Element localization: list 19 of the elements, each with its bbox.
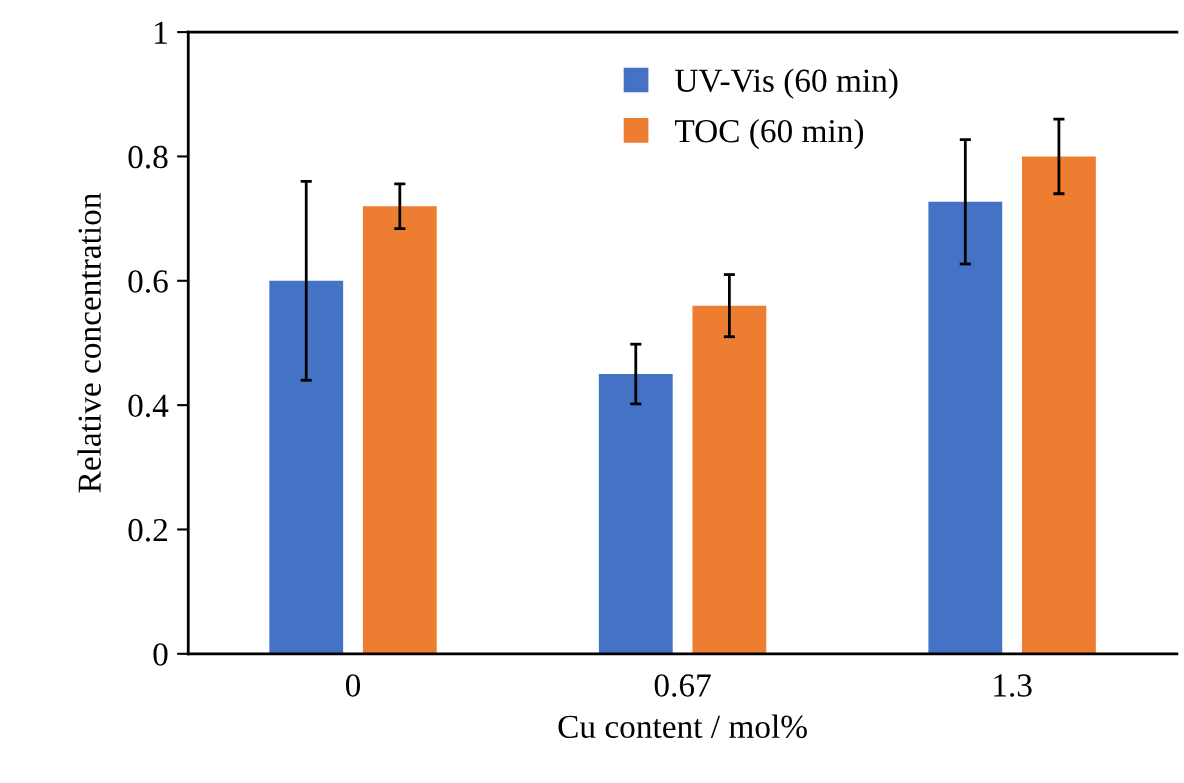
bar xyxy=(598,374,673,654)
bar xyxy=(1022,156,1096,654)
bar xyxy=(269,280,344,654)
bar xyxy=(362,206,437,654)
bar xyxy=(692,305,767,654)
y-tick-label: 0.2 xyxy=(128,518,167,542)
y-tick-label: 0.6 xyxy=(128,270,168,293)
x-tick-label: 0 xyxy=(345,674,361,697)
y-tick-label: 0.8 xyxy=(128,145,168,169)
legend-label: TOC (60 min) xyxy=(674,118,864,150)
y-tick-label: 1 xyxy=(155,21,167,44)
x-tick-label: 0.67 xyxy=(654,674,711,697)
bar xyxy=(928,201,1003,654)
y-tick-label: 0 xyxy=(153,643,168,666)
legend-label: UV-Vis (60 min) xyxy=(675,68,898,99)
x-tick-label: 1.3 xyxy=(994,674,1032,697)
y-axis-title: Relative concentration xyxy=(77,193,101,493)
x-axis-title: Cu content / mol% xyxy=(558,714,807,739)
y-tick-label: 0.4 xyxy=(128,394,169,418)
